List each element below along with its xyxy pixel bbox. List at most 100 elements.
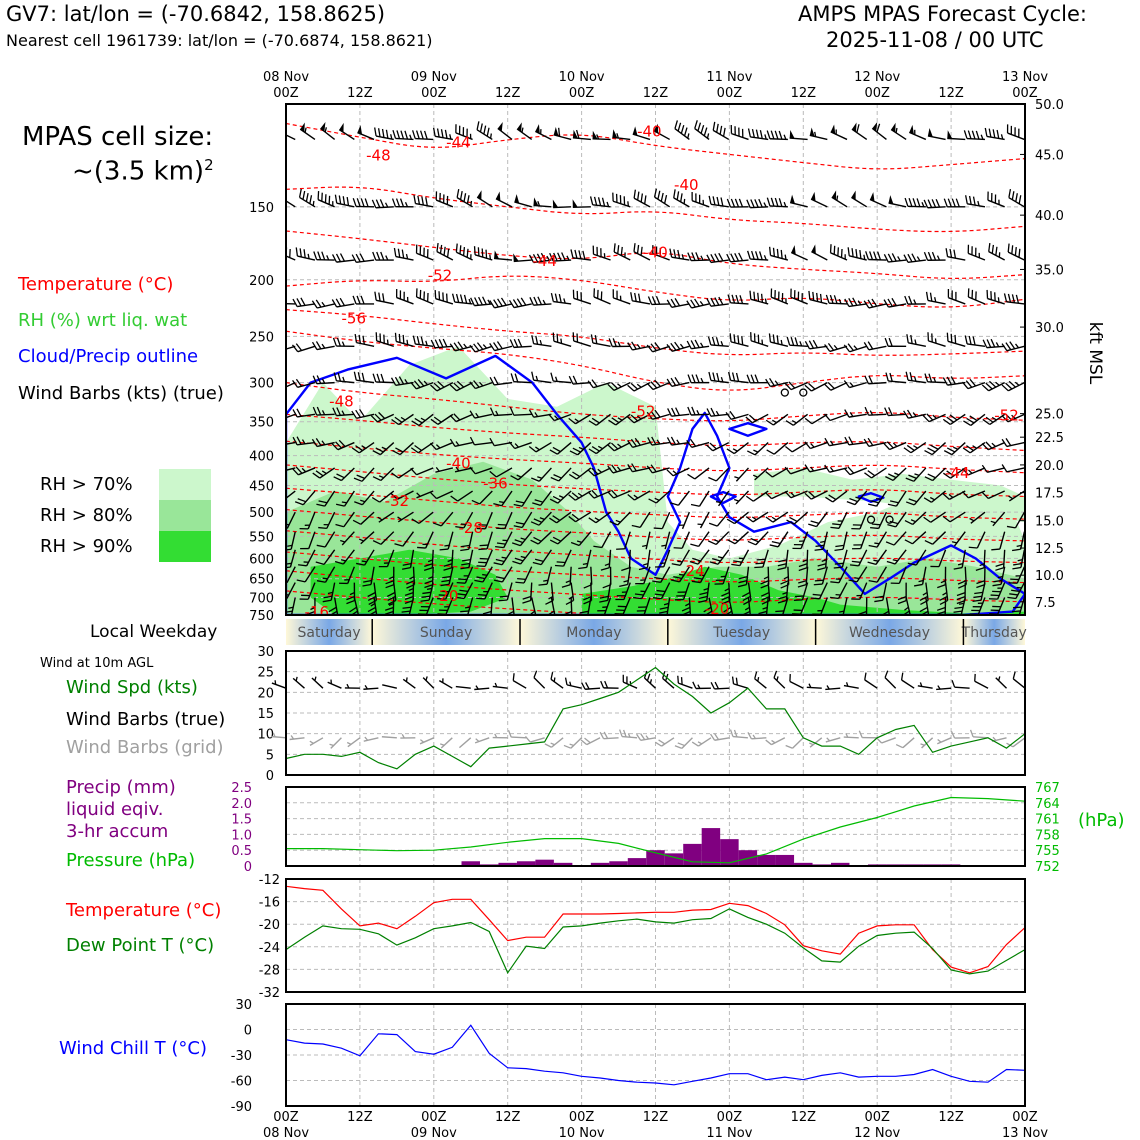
pressure-tick-label: 767	[1035, 781, 1060, 796]
wind-barb-feather	[553, 252, 558, 262]
wind-barb-halffeather	[1011, 414, 1016, 419]
wind-barb-staff	[511, 597, 515, 615]
wind-barb-halffeather	[942, 591, 948, 596]
temperature-label: -48	[366, 146, 391, 164]
wind-barb-halffeather	[1017, 558, 1023, 562]
wind-barb-feather	[784, 382, 792, 391]
wind-barb-staff	[615, 413, 631, 426]
wind-barb-feather	[746, 199, 751, 208]
wind-barb-staff	[745, 566, 750, 585]
wind-barb-halffeather	[627, 201, 629, 207]
wind-barb-halffeather	[617, 417, 623, 421]
wind-barb-feather	[832, 523, 841, 526]
wind-barb-feather	[804, 492, 812, 500]
wind-barb-feather	[528, 254, 535, 263]
wind-barb-true-staff	[678, 682, 693, 689]
temperature-contour	[286, 122, 1025, 170]
wind-barb-feather	[456, 380, 465, 388]
wind-barb-staff	[336, 413, 355, 417]
wind-barb-staff	[425, 531, 434, 549]
wind-barb-staff	[905, 597, 911, 615]
wind-barb-staff	[575, 413, 592, 425]
temp-tick-label: -24	[259, 941, 280, 956]
temp-label: Temperature (°C)	[66, 900, 222, 921]
wind-barb-staff	[286, 566, 296, 584]
wind-barb-feather	[354, 333, 358, 343]
wind-barb-staff	[793, 511, 809, 525]
wind-barb-feather	[516, 298, 523, 307]
wind-barb-halffeather	[829, 466, 834, 472]
wind-barb-true-staff	[363, 687, 379, 690]
wind-barb-feather	[724, 610, 733, 615]
height-tick-label: 7.5	[1035, 596, 1056, 611]
wind-barb-feather	[493, 562, 503, 566]
wind-barb-staff	[715, 531, 730, 545]
wind-barb-feather	[430, 418, 439, 425]
wind-barb-feather	[627, 342, 633, 351]
wind-barb-staff	[747, 582, 752, 601]
wind-barb-feather	[391, 198, 397, 207]
wind-barb-feather	[520, 297, 527, 306]
top-axis-date: 09 Nov	[411, 70, 457, 85]
wind-barb-feather	[734, 253, 740, 262]
wind-barb-feather	[669, 502, 679, 506]
wind-barb-feather	[630, 292, 633, 301]
wind-barb-staff	[467, 597, 474, 615]
cross-section-panel: -48-44-40-40-40-44-52-56-48-52 -52-40-44-…	[249, 70, 1105, 624]
wind-barb-feather	[730, 253, 736, 262]
bottom-axis-hour: 12Z	[495, 1110, 521, 1125]
wind-barb-staff	[416, 296, 434, 305]
wind-barb-grid-staff	[551, 737, 564, 748]
wind-barb-staff	[356, 413, 375, 419]
wind-barb-staff	[494, 303, 513, 309]
wind-barb-staff	[557, 490, 572, 504]
wind-barb-feather	[659, 610, 668, 614]
wind-barb-halffeather	[763, 202, 767, 208]
wind-barb-feather	[599, 595, 609, 599]
precip-bar	[775, 854, 795, 866]
wind-barb-true-feather	[731, 676, 735, 684]
calm-wind-marker	[780, 388, 789, 397]
wind-barb-halffeather	[360, 499, 366, 503]
wind-barb-halffeather	[654, 497, 660, 501]
wind-barb-staff	[1015, 582, 1025, 599]
wind-barb-feather	[745, 516, 754, 523]
wind-barb-halffeather	[426, 587, 432, 590]
wind-barb-feather	[550, 372, 554, 382]
wind-barb-feather	[670, 377, 677, 386]
wind-barb-halffeather	[863, 254, 866, 260]
wind-barb-staff	[494, 441, 513, 447]
wind-barb-feather	[318, 500, 328, 504]
wind-barb-staff	[948, 297, 966, 305]
wind-barb-staff	[785, 582, 789, 601]
wind-barb-grid-halffeather	[752, 734, 756, 739]
wind-barb-staff	[380, 531, 395, 545]
wind-barb-staff	[434, 345, 453, 349]
wind-barb-feather	[834, 562, 844, 565]
wind-barb-feather	[637, 293, 641, 303]
wind-barb-staff	[501, 549, 513, 566]
pressure-tick-label: 764	[1035, 797, 1060, 812]
wind-barb-feather	[729, 410, 736, 419]
wind-barb-staff	[364, 549, 375, 566]
wind-barb-staff	[755, 531, 769, 546]
wind-barb-staff	[319, 467, 336, 479]
wind-barb-staff	[623, 582, 631, 600]
wind-barb-feather	[885, 476, 894, 481]
wind-barb-halffeather	[771, 516, 777, 521]
wind-barb-halffeather	[321, 440, 326, 446]
wind-barb-feather	[812, 593, 822, 596]
wind-barb-feather	[843, 380, 850, 388]
wind-barb-staff	[871, 467, 887, 479]
wind-barb-staff	[535, 441, 552, 453]
wind-barb-flag	[553, 127, 559, 137]
wind-barb-feather	[536, 253, 543, 262]
wind-barb-feather	[392, 449, 401, 456]
wind-barb-feather	[646, 411, 653, 420]
wind-barb-feather	[477, 593, 487, 596]
wind-barb-feather	[703, 127, 708, 137]
wind-tick-label: 0	[266, 769, 274, 784]
wind-barb-feather	[479, 123, 483, 133]
wind-barb-halffeather	[596, 134, 600, 140]
wind-barb-flag	[831, 190, 837, 200]
